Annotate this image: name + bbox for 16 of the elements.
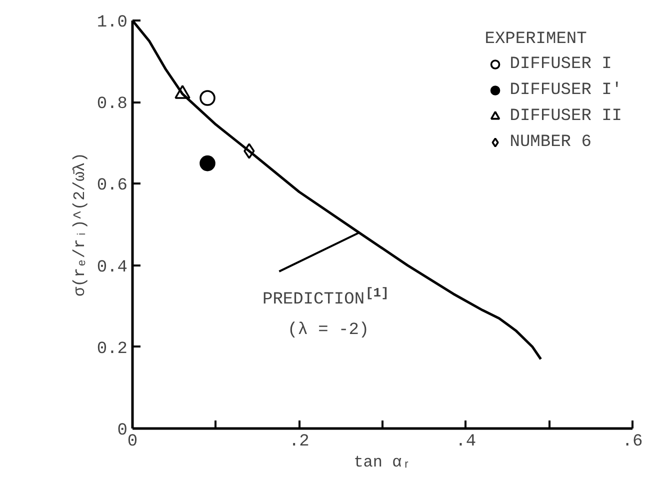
legend-label: DIFFUSER I' [510,80,622,100]
legend-label: DIFFUSER II [510,106,622,126]
y-tick-label: 0.8 [96,95,128,114]
legend-label: DIFFUSER I [510,54,612,74]
legend-title: EXPERIMENT [484,30,588,49]
y-tick-label: 1.0 [96,14,128,32]
x-tick-label: .6 [622,432,643,452]
y-tick-label: 0.4 [96,258,128,278]
x-axis-title: tan αᵣ [354,454,412,472]
x-tick-label: .4 [456,432,476,452]
y-axis-title: σ(rₑ/rᵢ)^(2/ω̄λ) [70,152,89,297]
y-tick-label: 0.2 [96,340,128,359]
x-tick-label: .2 [288,432,310,452]
annotation: (λ = -2) [288,321,370,340]
legend-label: NUMBER 6 [510,132,592,152]
y-tick-label: 0.6 [96,176,128,196]
